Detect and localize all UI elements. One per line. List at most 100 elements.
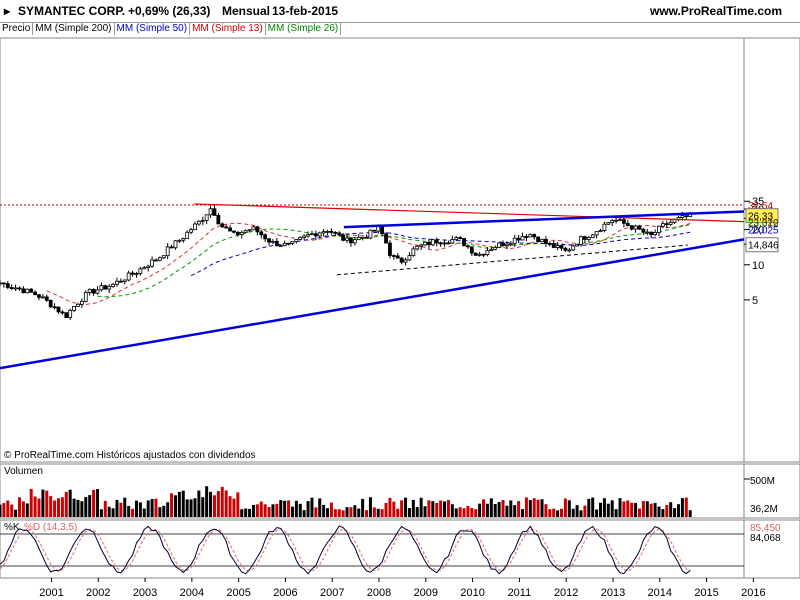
candle-body [508, 243, 513, 246]
x-tick-label: 2003 [133, 587, 157, 599]
legend-sma200[interactable]: MM (Simple 200) [33, 22, 115, 35]
candle-body [216, 215, 221, 225]
period-label: Mensual [222, 4, 271, 18]
volume-bar [302, 510, 306, 517]
candle-body [544, 238, 548, 244]
volume-bar [544, 504, 548, 517]
candle-body [37, 294, 41, 298]
volume-bar [411, 499, 415, 517]
candle-body [95, 289, 100, 294]
candle-body [271, 240, 275, 243]
copyright-note: © ProRealTime.com Históricos ajustados c… [4, 450, 256, 461]
candle-body [625, 222, 630, 226]
volume-bar [599, 502, 603, 517]
candle-body [345, 237, 349, 241]
volume-bar [68, 489, 72, 517]
legend-precio[interactable]: Precio [0, 22, 34, 35]
volume-bar [649, 503, 653, 517]
candle-body [454, 237, 459, 240]
candle-body [313, 233, 318, 237]
volume-bar [622, 501, 626, 517]
candle-body [111, 283, 115, 287]
candle-body [48, 299, 53, 308]
candle-body [621, 219, 626, 224]
volume-bar [392, 501, 396, 517]
volume-bar [21, 501, 25, 517]
volume-bar [232, 498, 236, 517]
candle-body [294, 239, 299, 243]
volume-bar [173, 495, 177, 517]
candle-body [559, 245, 564, 249]
candle-body [473, 252, 478, 256]
candle-body [462, 238, 466, 247]
candle-body [633, 225, 638, 230]
volume-bar [396, 508, 400, 517]
candle-body [629, 225, 634, 230]
candle-body [668, 221, 673, 225]
volume-bar [251, 504, 255, 517]
volume-bar [76, 499, 80, 517]
candle-body [540, 238, 544, 243]
volume-bar [33, 496, 37, 517]
candle-body [29, 288, 34, 293]
legend-sma26[interactable]: MM (Simple 26) [266, 22, 342, 35]
legend-sma50[interactable]: MM (Simple 50) [115, 22, 191, 35]
volume-bar [372, 507, 376, 517]
volume-bar [458, 507, 462, 517]
candle-body [263, 234, 268, 240]
stoch-badge-d: 85,450 [750, 523, 781, 534]
volume-bar [443, 501, 447, 517]
candle-body [446, 242, 451, 245]
volume-bar [641, 501, 645, 517]
volume-bar [131, 508, 135, 517]
volume-bar [220, 486, 224, 517]
trendline-canal-inferior [0, 238, 745, 370]
volume-bar [259, 501, 263, 517]
candle-body [602, 223, 607, 231]
candle-body [466, 245, 470, 248]
legend-sma13[interactable]: MM (Simple 13) [190, 22, 266, 35]
candle-body [551, 243, 556, 248]
candle-body [251, 226, 256, 231]
candle-body [505, 243, 509, 247]
candle-body [87, 288, 92, 293]
volume-bar [228, 496, 232, 517]
candle-body [161, 255, 166, 259]
candle-body [520, 236, 525, 241]
candle-body [103, 285, 108, 290]
x-tick-label: 2006 [273, 587, 297, 599]
volume-bar [138, 502, 142, 517]
x-tick-label: 2015 [694, 587, 718, 599]
chevron-icon[interactable]: ▸ [4, 4, 11, 18]
volume-bar [466, 505, 470, 517]
volume-bar [540, 499, 544, 517]
volume-bar [99, 509, 103, 517]
volume-bar [37, 498, 41, 517]
candle-body [286, 242, 291, 245]
stoch-axis [743, 519, 800, 579]
stoch-badge-k: 84,068 [750, 533, 781, 544]
candle-body [228, 227, 232, 232]
volume-bar [497, 501, 501, 517]
volume-bar [528, 500, 532, 517]
candle-body [298, 237, 303, 240]
candle-body [571, 245, 576, 251]
volume-bar [365, 510, 369, 517]
volume-bar [119, 502, 123, 517]
candle-body [399, 257, 404, 263]
volume-bar [14, 509, 18, 517]
trendline-canal-superior [343, 210, 745, 229]
price-label: 26,33 [748, 212, 773, 223]
candle-body [5, 283, 10, 288]
candle-body [239, 232, 244, 235]
stoch-k-line [0, 525, 691, 575]
candle-body [555, 245, 560, 248]
candle-body [516, 237, 521, 241]
volume-bar [345, 507, 349, 517]
site-label[interactable]: www.ProRealTime.com [650, 4, 783, 18]
candle-body [388, 242, 392, 256]
volume-bar [614, 509, 618, 517]
candle-body [60, 311, 65, 314]
candle-body [212, 208, 217, 216]
